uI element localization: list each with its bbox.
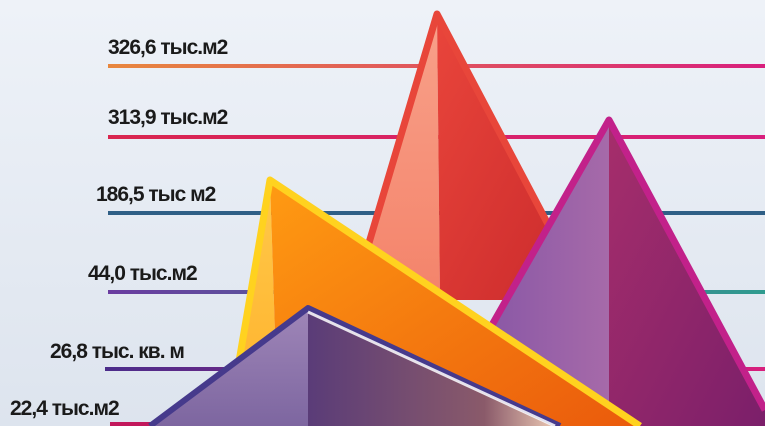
peak-red-outline [348,10,592,302]
peak-orange-outline [224,176,642,426]
peaks [148,10,765,426]
peak-magenta-outline [484,116,765,412]
label-186-5: 186,5 тыс м2 [96,183,216,206]
peak-navy [148,305,562,426]
label-44-0: 44,0 тыс.м2 [88,262,197,285]
level-labels: 326,6 тыс.м2 313,9 тыс.м2 186,5 тыс м2 4… [10,36,229,420]
label-313-9: 313,9 тыс.м2 [108,106,228,129]
peak-navy-highlight [307,310,556,426]
label-326-6: 326,6 тыс.м2 [108,36,228,59]
label-22-4: 22,4 тыс.м2 [10,397,119,420]
label-26-8: 26,8 тыс. кв. м [50,340,184,363]
peak-navy-outline [148,305,562,426]
